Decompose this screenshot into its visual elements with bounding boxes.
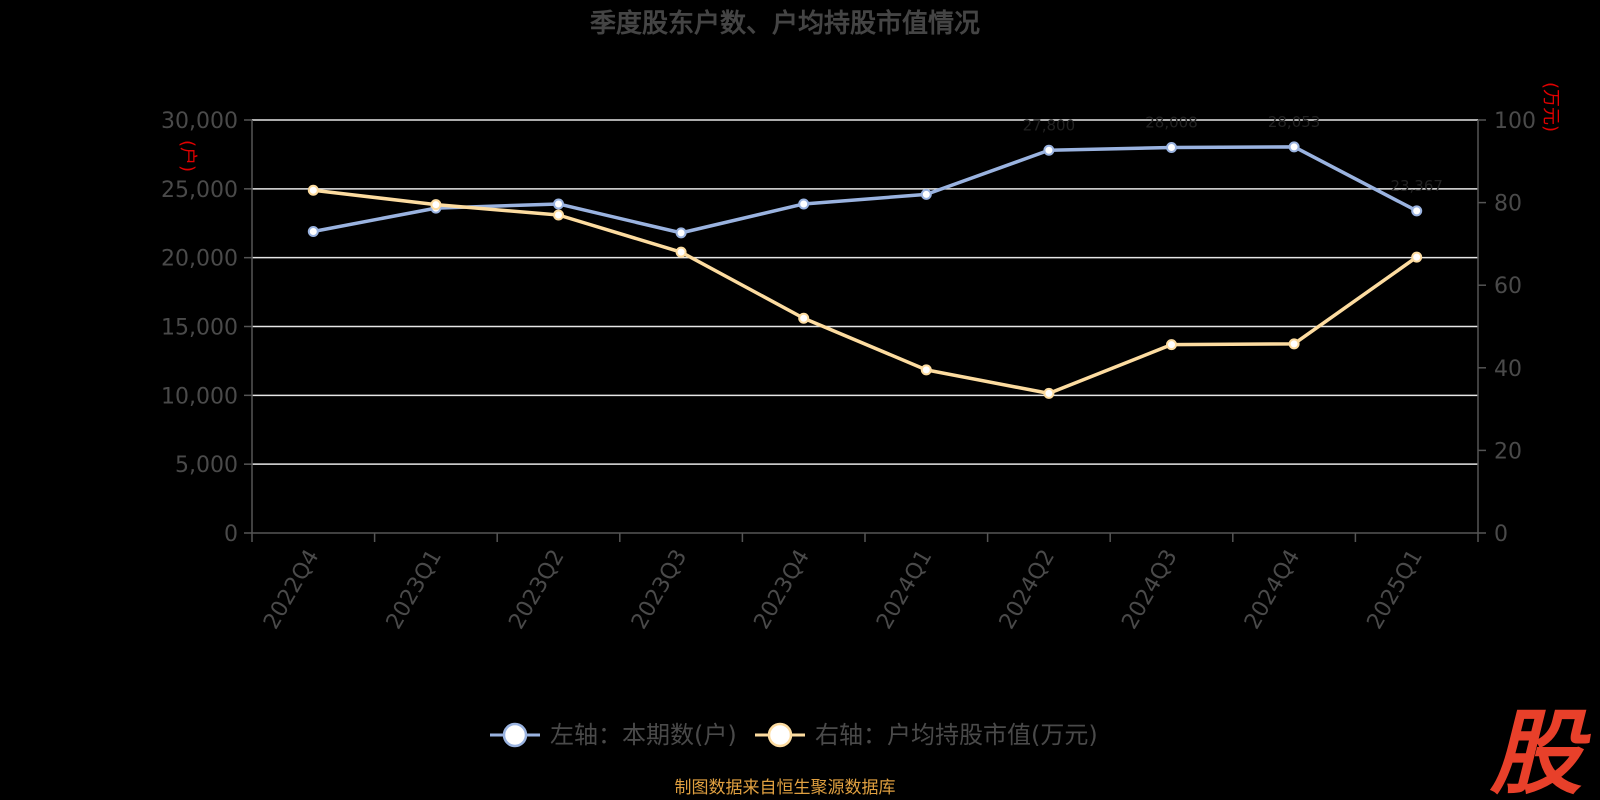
right-axis-unit: (万元): [1540, 82, 1561, 132]
data-label: 28,053: [1268, 113, 1321, 131]
right-axis-tick-label: 100: [1494, 109, 1536, 134]
legend-label-households: 左轴：本期数(户): [550, 721, 737, 749]
x-axis-tick-label: 2023Q1: [382, 546, 447, 634]
series-point-1: [307, 184, 319, 196]
left-axis-tick-label: 30,000: [161, 109, 238, 134]
left-axis-tick-label: 5,000: [175, 453, 238, 478]
grid-lines: [252, 119, 1478, 465]
brand-logo: 股: [1489, 700, 1591, 800]
series-lines: [307, 141, 1423, 399]
legend-label-avg-value: 右轴：户均持股市值(万元): [815, 721, 1098, 749]
series-point-0: [553, 198, 564, 210]
series-point-0: [1166, 142, 1177, 154]
data-label: 28,008: [1145, 114, 1198, 132]
chart-title: 季度股东户数、户均持股市值情况: [590, 8, 980, 39]
left-axis-tick-label: 25,000: [161, 178, 238, 203]
right-axis-tick-label: 60: [1494, 274, 1522, 299]
series-point-0: [1411, 205, 1423, 217]
x-axis-tick-label: 2023Q4: [750, 546, 815, 634]
x-axis-tick-label: 2024Q1: [872, 546, 937, 634]
series-point-0: [1288, 141, 1300, 153]
legend[interactable]: 左轴：本期数(户) 右轴：户均持股市值(万元): [490, 721, 1098, 749]
x-axis-tick-label: 2022Q4: [259, 546, 324, 634]
series-line-1: [313, 188, 1418, 396]
x-axis-tick-label: 2023Q2: [504, 546, 569, 634]
data-label: 23,367: [1390, 177, 1443, 195]
data-labels: 27,800 28,008 28,053 23,367: [1023, 113, 1443, 195]
right-axis-tick-label: 80: [1494, 192, 1522, 217]
series-point-1: [430, 199, 442, 211]
series-point-0: [798, 198, 810, 210]
x-axis-tick-label: 2025Q1: [1363, 546, 1428, 634]
series-point-1: [920, 364, 932, 376]
data-label: 27,800: [1023, 116, 1076, 134]
series-point-1: [1043, 387, 1055, 399]
left-axis-tick-label: 15,000: [161, 316, 238, 341]
x-axis-tick-label: 2024Q3: [1117, 546, 1182, 634]
legend-item-households[interactable]: 左轴：本期数(户): [490, 721, 737, 749]
series-point-1: [798, 312, 810, 324]
legend-item-avg-value[interactable]: 右轴：户均持股市值(万元): [755, 721, 1098, 749]
x-axis-tick-label: 2024Q4: [1240, 546, 1305, 634]
right-axis-tick-label: 20: [1494, 439, 1522, 464]
left-axis-tick-label: 20,000: [161, 247, 238, 272]
series-line-0: [312, 145, 1418, 235]
data-source-note: 制图数据来自恒生聚源数据库: [675, 778, 896, 798]
series-point-1: [1288, 338, 1300, 350]
axes: 0 5,000 10,000 15,000 20,000 25,000 30,000 0 20 4…: [161, 109, 1536, 634]
left-axis-tick-label: 0: [224, 522, 238, 547]
series-point-0: [1043, 144, 1055, 156]
series-point-0: [920, 188, 932, 200]
series-point-1: [1166, 339, 1177, 351]
x-axis-tick-label: 2024Q2: [995, 546, 1060, 634]
series-point-1: [1411, 251, 1423, 263]
series-point-0: [675, 227, 687, 239]
right-axis-tick-label: 40: [1494, 357, 1522, 382]
left-axis-tick-label: 10,000: [161, 384, 238, 409]
series-point-1: [675, 246, 687, 258]
left-axis-unit: (户): [177, 140, 198, 172]
series-point-1: [553, 209, 564, 221]
right-axis-tick-label: 0: [1494, 522, 1508, 547]
series-point-0: [307, 226, 319, 238]
x-axis-tick-label: 2023Q3: [627, 546, 692, 634]
